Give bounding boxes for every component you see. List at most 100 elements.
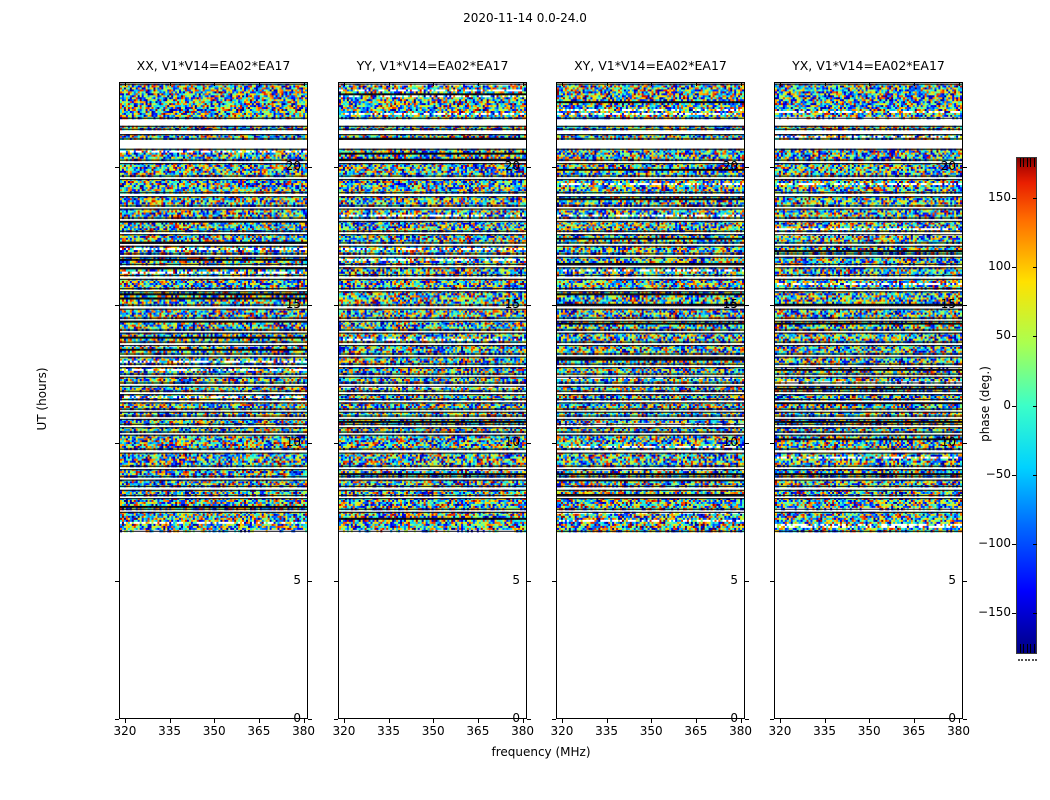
x-tick-mark-top — [913, 82, 915, 86]
x-tick-label: 335 — [595, 724, 619, 738]
x-tick-label: 365 — [902, 724, 926, 738]
y-tick-mark — [552, 443, 556, 445]
x-tick-mark — [169, 719, 171, 723]
colorbar-tick-mark — [1012, 336, 1016, 338]
panel-title-xy: XY, V1*V14=EA02*EA17 — [574, 58, 727, 73]
y-tick-label: 5 — [730, 573, 738, 588]
x-tick-mark — [869, 719, 871, 723]
y-tick-label: 20 — [722, 159, 738, 174]
y-tick-mark — [770, 581, 774, 583]
y-tick-mark-right — [308, 305, 312, 307]
x-tick-mark — [606, 719, 608, 723]
y-tick-mark — [115, 167, 119, 169]
panel-title-yy: YY, V1*V14=EA02*EA17 — [356, 58, 509, 73]
colorbar-tick-mark — [1012, 612, 1016, 614]
x-tick-mark — [740, 719, 742, 723]
y-tick-label: 15 — [504, 297, 520, 312]
x-tick-mark-top — [869, 82, 871, 86]
x-tick-mark — [303, 719, 305, 723]
colorbar-tick-mark — [1012, 405, 1016, 407]
y-tick-mark — [552, 719, 556, 720]
x-tick-mark-top — [433, 82, 435, 86]
x-tick-mark-top — [258, 82, 260, 86]
y-tick-mark — [770, 167, 774, 169]
colorbar-footer-marks — [1016, 659, 1037, 662]
spectrum-panel-xy[interactable]: XY, V1*V14=EA02*EA17 320 335 350 365 380 0 5 10 1… — [550, 58, 752, 738]
y-tick-mark — [552, 581, 556, 583]
y-tick-mark-right — [963, 581, 967, 583]
x-tick-mark — [388, 719, 390, 723]
dynamic-spectrum-image — [339, 83, 526, 718]
figure-suptitle: 2020-11-14 0.0-24.0 — [463, 11, 587, 25]
y-tick-label: 10 — [504, 435, 520, 450]
colorbar-tick-label: 100 — [988, 259, 1011, 274]
spectrum-panel-yy[interactable]: YY, V1*V14=EA02*EA17 320 335 350 365 380 0 5 10 1… — [332, 58, 534, 738]
y-tick-mark-right — [527, 305, 531, 307]
panel-title-xx: XX, V1*V14=EA02*EA17 — [136, 58, 291, 73]
y-tick-label: 0 — [730, 711, 738, 725]
x-tick-mark — [214, 719, 216, 723]
y-tick-label: 20 — [285, 159, 301, 174]
y-tick-label: 0 — [948, 711, 956, 725]
panel-axes-frame — [119, 82, 308, 719]
colorbar-tick-mark — [1012, 267, 1016, 269]
x-tick-label: 320 — [113, 724, 137, 738]
y-tick-mark — [115, 443, 119, 445]
x-tick-label: 380 — [511, 724, 534, 738]
y-tick-label: 0 — [512, 711, 520, 725]
x-tick-mark — [343, 719, 345, 723]
colorbar-tick-mark-inner — [1033, 336, 1037, 338]
y-tick-label: 10 — [285, 435, 301, 450]
y-tick-mark-right — [308, 443, 312, 445]
colorbar[interactable]: 150 100 50 0 −50 −100 −150 — [978, 157, 1037, 654]
y-tick-label: 20 — [940, 159, 956, 174]
colorbar-tick-label: −50 — [985, 466, 1011, 481]
x-tick-label: 335 — [377, 724, 401, 738]
y-tick-mark — [334, 167, 338, 169]
x-tick-label: 350 — [202, 724, 226, 738]
x-tick-mark-top — [303, 82, 305, 86]
spectrum-panel-yx[interactable]: YX, V1*V14=EA02*EA17 320 335 350 365 380 0 5 10 1… — [768, 58, 970, 738]
y-tick-mark-right — [745, 719, 749, 720]
x-tick-label: 380 — [947, 724, 970, 738]
y-tick-mark — [770, 443, 774, 445]
x-tick-label: 365 — [247, 724, 271, 738]
x-tick-mark-top — [606, 82, 608, 86]
colorbar-tick-mark — [1012, 474, 1016, 476]
x-tick-mark — [124, 719, 126, 723]
colorbar-tick-mark-inner — [1033, 405, 1037, 407]
x-tick-label: 320 — [768, 724, 792, 738]
x-tick-label: 335 — [158, 724, 182, 738]
x-tick-mark — [561, 719, 563, 723]
x-tick-label: 350 — [639, 724, 663, 738]
colorbar-tick-mark-inner — [1033, 612, 1037, 614]
colorbar-tick-mark-inner — [1033, 198, 1037, 200]
x-tick-mark-top — [477, 82, 479, 86]
colorbar-tick-label: −100 — [978, 535, 1011, 550]
colorbar-tick-mark — [1012, 198, 1016, 200]
x-tick-label: 380 — [729, 724, 752, 738]
colorbar-tick-mark-inner — [1033, 543, 1037, 545]
x-tick-mark — [651, 719, 653, 723]
y-tick-mark-right — [308, 719, 312, 720]
colorbar-tick-label: 50 — [995, 328, 1011, 343]
spectrum-panel-xx[interactable]: XX, V1*V14=EA02*EA17 320 335 350 365 380 0 5 10 1… — [113, 58, 315, 738]
colorbar-tick-mark — [1012, 543, 1016, 545]
x-tick-mark-top — [124, 82, 126, 86]
x-tick-label: 380 — [292, 724, 315, 738]
y-axis-label: UT (hours) — [35, 366, 49, 431]
y-tick-mark — [115, 719, 119, 720]
y-tick-mark-right — [745, 443, 749, 445]
y-tick-label: 15 — [940, 297, 956, 312]
colorbar-top-hatch — [1017, 158, 1036, 167]
x-tick-mark-top — [695, 82, 697, 86]
dynamic-spectrum-image — [557, 83, 744, 718]
colorbar-tick-label: 150 — [988, 190, 1011, 205]
x-tick-mark-top — [169, 82, 171, 86]
y-tick-mark — [334, 719, 338, 720]
x-tick-mark — [958, 719, 960, 723]
y-tick-mark-right — [527, 719, 531, 720]
colorbar-tick-mark-inner — [1033, 474, 1037, 476]
y-tick-mark-right — [963, 443, 967, 445]
